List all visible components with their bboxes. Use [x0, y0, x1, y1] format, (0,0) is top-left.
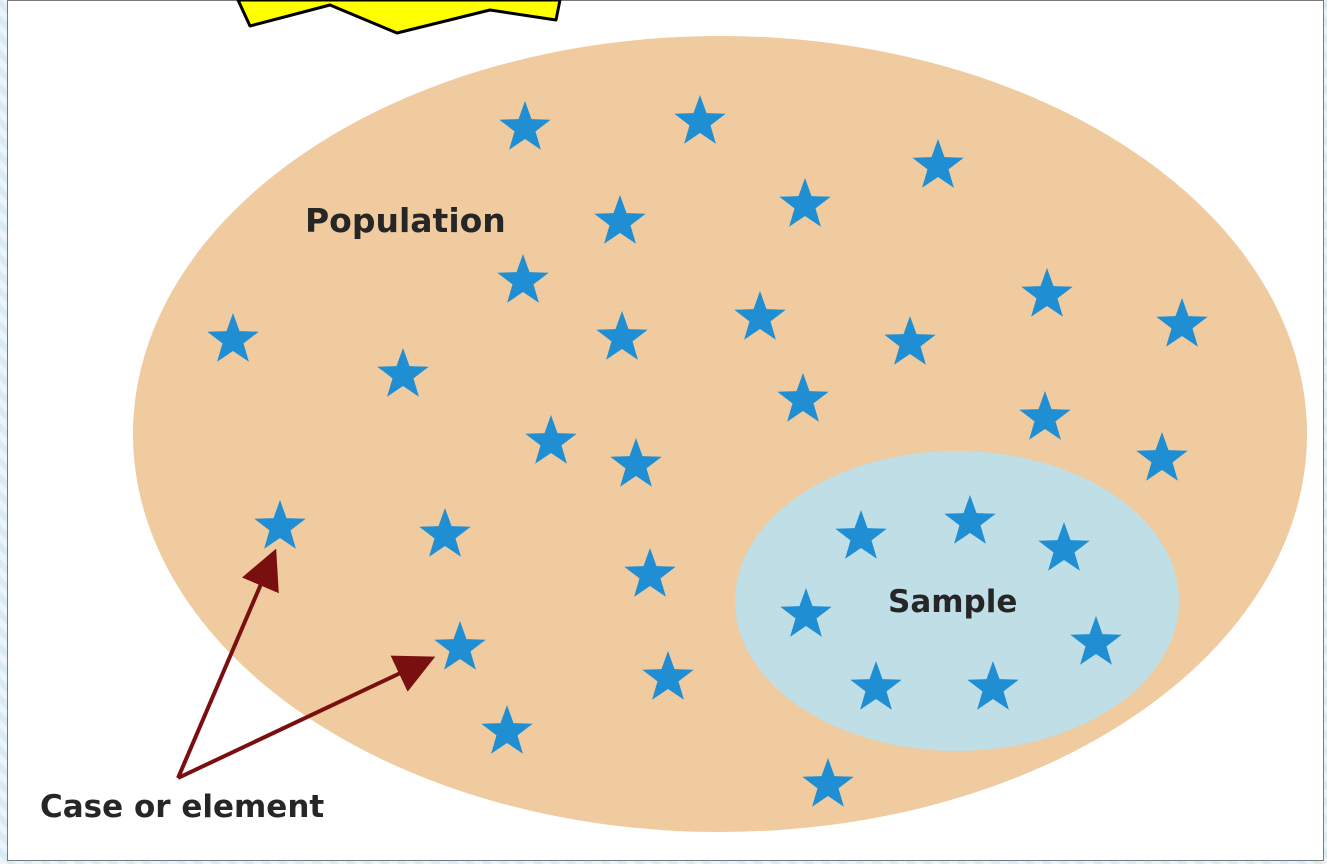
star-icon — [481, 705, 533, 754]
star-icon — [1019, 391, 1071, 440]
star-icon — [884, 316, 936, 365]
star-icon — [525, 415, 577, 464]
star-icon — [610, 438, 662, 487]
star-icon — [835, 510, 887, 559]
star-icon — [594, 195, 646, 244]
star-icon — [596, 311, 648, 360]
sample-ellipse — [735, 451, 1179, 751]
star-icon — [642, 651, 694, 700]
star-icon — [497, 254, 549, 303]
star-icon — [802, 758, 854, 807]
star-icon — [1070, 616, 1122, 665]
case-or-element-label: Case or element — [40, 789, 324, 825]
star-icon — [777, 373, 829, 422]
star-icon — [1156, 298, 1208, 347]
star-icon — [1038, 522, 1090, 571]
sample-label: Sample — [888, 584, 1017, 620]
star-icon — [1021, 268, 1073, 317]
star-icon — [967, 661, 1019, 710]
yellow-burst-shape — [236, 0, 562, 35]
arrow-to-case-1 — [176, 548, 279, 779]
star-icon — [499, 101, 551, 150]
star-icon — [734, 291, 786, 340]
star-icon — [912, 139, 964, 188]
star-icon — [1136, 432, 1188, 481]
star-icon — [434, 621, 486, 670]
star-markers — [207, 95, 1208, 807]
star-icon — [207, 313, 259, 362]
star-icon — [624, 548, 676, 597]
star-icon — [377, 348, 429, 397]
star-icon — [674, 95, 726, 144]
arrow-to-case-2 — [177, 655, 436, 780]
star-icon — [850, 661, 902, 710]
star-icon — [780, 588, 832, 637]
star-icon — [944, 495, 996, 544]
star-icon — [254, 500, 306, 549]
population-ellipse — [133, 36, 1307, 832]
star-icon — [779, 178, 831, 227]
star-icon — [419, 508, 471, 557]
population-label: Population — [305, 201, 506, 240]
